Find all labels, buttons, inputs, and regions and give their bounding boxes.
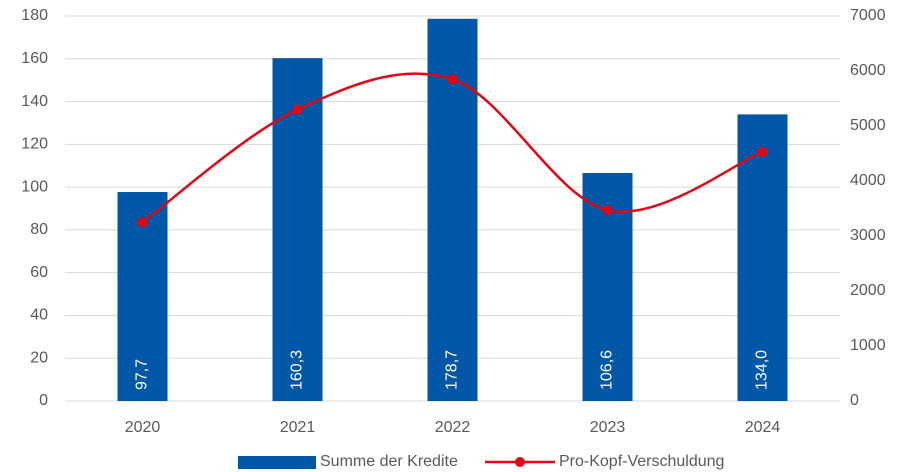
value-label: 97,7 bbox=[134, 359, 151, 390]
x-tick-label: 2024 bbox=[745, 419, 781, 436]
x-tick-label: 2020 bbox=[125, 419, 161, 436]
y2-tick-label: 6000 bbox=[850, 62, 886, 79]
y2-tick-label: 7000 bbox=[850, 7, 886, 24]
line-marker bbox=[292, 104, 303, 115]
y2-tick-label: 3000 bbox=[850, 227, 886, 244]
y2-tick-label: 2000 bbox=[850, 282, 886, 299]
legend-label: Summe der Kredite bbox=[320, 453, 458, 470]
value-label: 178,7 bbox=[444, 350, 461, 390]
value-label: 160,3 bbox=[289, 350, 306, 390]
y-tick-label: 0 bbox=[39, 392, 48, 409]
legend-swatch bbox=[238, 456, 316, 469]
y-tick-label: 60 bbox=[30, 264, 48, 281]
y-tick-label: 120 bbox=[21, 136, 48, 153]
line-marker bbox=[757, 146, 768, 157]
y-tick-label: 80 bbox=[30, 221, 48, 238]
x-tick-label: 2021 bbox=[280, 419, 316, 436]
y2-tick-label: 0 bbox=[850, 392, 859, 409]
line-marker bbox=[137, 217, 148, 228]
y-tick-label: 20 bbox=[30, 349, 48, 366]
y2-tick-label: 1000 bbox=[850, 337, 886, 354]
value-label: 134,0 bbox=[754, 350, 771, 390]
value-label: 106,6 bbox=[599, 350, 616, 390]
line-marker bbox=[602, 205, 613, 216]
legend-swatch-marker bbox=[515, 457, 525, 467]
line-marker bbox=[447, 74, 458, 85]
y2-tick-label: 4000 bbox=[850, 172, 886, 189]
y-tick-label: 40 bbox=[30, 307, 48, 324]
bar bbox=[737, 114, 788, 401]
legend-label: Pro-Kopf-Verschuldung bbox=[559, 453, 724, 470]
x-tick-label: 2023 bbox=[590, 419, 626, 436]
y-tick-label: 100 bbox=[21, 178, 48, 195]
y2-tick-label: 5000 bbox=[850, 117, 886, 134]
y-tick-label: 160 bbox=[21, 50, 48, 67]
x-tick-label: 2022 bbox=[435, 419, 471, 436]
y-tick-label: 180 bbox=[21, 7, 48, 24]
y-tick-label: 140 bbox=[21, 93, 48, 110]
bar bbox=[272, 58, 323, 402]
